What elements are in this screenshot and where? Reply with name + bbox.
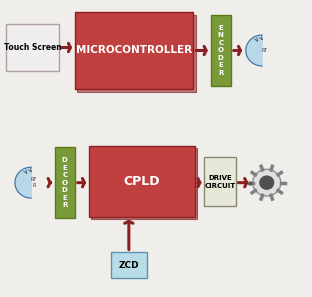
Text: CPLD: CPLD bbox=[124, 175, 160, 188]
Text: ZCD: ZCD bbox=[118, 260, 139, 270]
FancyBboxPatch shape bbox=[75, 12, 193, 89]
FancyBboxPatch shape bbox=[55, 147, 75, 218]
Text: D
E
C
O
D
E
R: D E C O D E R bbox=[62, 157, 68, 208]
Circle shape bbox=[260, 176, 274, 189]
FancyBboxPatch shape bbox=[89, 146, 195, 217]
Polygon shape bbox=[15, 167, 31, 198]
Polygon shape bbox=[246, 35, 262, 66]
Text: RF
R: RF R bbox=[31, 177, 37, 188]
Text: RT: RT bbox=[261, 48, 268, 53]
FancyBboxPatch shape bbox=[211, 15, 231, 86]
Text: MICROCONTROLLER: MICROCONTROLLER bbox=[76, 45, 192, 56]
FancyBboxPatch shape bbox=[111, 252, 147, 278]
Text: Touch Screen: Touch Screen bbox=[4, 43, 62, 52]
Text: E
N
C
O
D
E
R: E N C O D E R bbox=[218, 25, 224, 76]
Text: DRIVE
CIRCUIT: DRIVE CIRCUIT bbox=[204, 175, 236, 189]
FancyBboxPatch shape bbox=[204, 157, 236, 206]
FancyBboxPatch shape bbox=[6, 24, 59, 71]
Circle shape bbox=[253, 169, 281, 196]
FancyBboxPatch shape bbox=[77, 15, 196, 92]
FancyBboxPatch shape bbox=[91, 148, 197, 219]
